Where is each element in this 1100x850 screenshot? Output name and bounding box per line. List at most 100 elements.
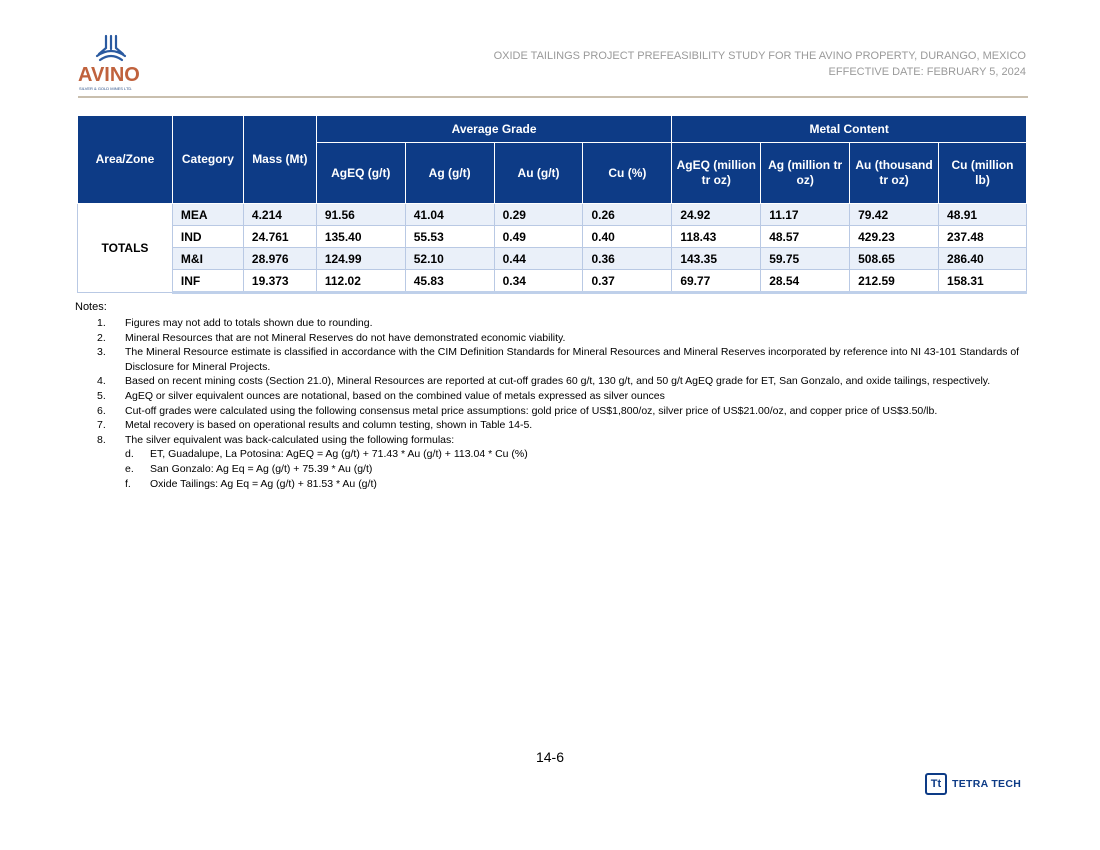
header-cu-content: Cu (million lb) (938, 142, 1027, 204)
header-area-zone: Area/Zone (77, 115, 173, 204)
formula-letter: e. (125, 462, 134, 475)
ag-content-cell: 59.75 (760, 247, 851, 270)
au-grade-cell: 0.44 (493, 247, 584, 270)
formula-item: e. San Gonzalo: Ag Eq = Ag (g/t) + 75.39 … (97, 462, 1027, 477)
au-content-cell: 508.65 (849, 247, 940, 270)
note-number: 7. (97, 419, 106, 432)
mass-cell: 19.373 (242, 269, 317, 294)
header-average-grade: Average Grade (315, 115, 673, 143)
note-item: 5. AgEQ or silver equivalent ounces are n… (97, 389, 1027, 404)
avino-logo-icon (95, 34, 127, 62)
ageq-grade-cell: 112.02 (315, 269, 406, 294)
formula-text: ET, Guadalupe, La Potosina: AgEQ = Ag (g… (150, 448, 528, 461)
header-ageq-grade: AgEQ (g/t) (315, 142, 406, 204)
tetra-tech-mark-icon: Tt (925, 773, 947, 795)
avino-logo: AVINO SILVER & GOLD MINES LTD. (78, 34, 150, 91)
formula-letter: d. (125, 448, 134, 461)
note-number: 2. (97, 331, 106, 344)
au-grade-cell: 0.34 (493, 269, 584, 294)
ageq-content-cell: 143.35 (671, 247, 762, 270)
table-row: IND 24.761 135.40 55.53 0.49 0.40 118.43… (78, 225, 1027, 248)
ageq-content-cell: 118.43 (671, 225, 762, 248)
page-number: 14-6 (535, 749, 565, 765)
header-divider (78, 96, 1028, 98)
ageq-content-cell: 24.92 (671, 203, 762, 226)
area-totals-cell: TOTALS (77, 203, 173, 293)
note-text: AgEQ or silver equivalent ounces are not… (125, 389, 665, 402)
cu-grade-cell: 0.26 (582, 203, 673, 226)
ageq-grade-cell: 135.40 (315, 225, 406, 248)
note-number: 4. (97, 375, 106, 388)
note-text: Cut-off grades were calculated using the… (125, 404, 938, 417)
au-content-cell: 79.42 (849, 203, 940, 226)
header-ag-content: Ag (million tr oz) (760, 142, 851, 204)
header-au-content: Au (thousand tr oz) (849, 142, 940, 204)
header-au-grade: Au (g/t) (493, 142, 584, 204)
category-cell: MEA (171, 203, 244, 226)
formula-text: Oxide Tailings: Ag Eq = Ag (g/t) + 81.53… (150, 477, 377, 490)
note-item: 8. The silver equivalent was back-calcula… (97, 433, 1027, 448)
cu-grade-cell: 0.36 (582, 247, 673, 270)
mass-cell: 4.214 (242, 203, 317, 226)
note-item: 1. Figures may not add to totals shown du… (97, 316, 1027, 331)
header-mass: Mass (Mt) (242, 115, 317, 204)
notes-title: Notes: (75, 301, 107, 313)
note-text: Mineral Resources that are not Mineral R… (125, 331, 566, 344)
ag-grade-cell: 55.53 (404, 225, 495, 248)
table-row: M&I 28.976 124.99 52.10 0.44 0.36 143.35… (78, 247, 1027, 270)
cu-grade-cell: 0.40 (582, 225, 673, 248)
ageq-grade-cell: 91.56 (315, 203, 406, 226)
ag-grade-cell: 41.04 (404, 203, 495, 226)
header-effective-date: EFFECTIVE DATE: FEBRUARY 5, 2024 (828, 66, 1026, 78)
ageq-content-cell: 69.77 (671, 269, 762, 294)
table-row: TOTALS MEA 4.214 91.56 41.04 0.29 0.26 2… (77, 203, 1027, 293)
ageq-grade-cell: 124.99 (315, 247, 406, 270)
header-metal-content: Metal Content (671, 115, 1027, 143)
mass-cell: 24.761 (242, 225, 317, 248)
header-cu-grade: Cu (%) (582, 142, 673, 204)
category-cell: IND (171, 225, 244, 248)
cu-content-cell: 158.31 (938, 269, 1027, 294)
note-text: Figures may not add to totals shown due … (125, 317, 373, 329)
ag-content-cell: 48.57 (760, 225, 851, 248)
ag-content-cell: 11.17 (760, 203, 851, 226)
mass-cell: 28.976 (242, 247, 317, 270)
cu-content-cell: 48.91 (938, 203, 1027, 226)
category-cell: INF (171, 269, 244, 294)
note-number: 5. (97, 389, 106, 402)
note-number: 1. (97, 317, 106, 329)
note-number: 3. (97, 346, 106, 359)
ag-content-cell: 28.54 (760, 269, 851, 294)
ag-grade-cell: 52.10 (404, 247, 495, 270)
note-text: Based on recent mining costs (Section 21… (125, 375, 991, 388)
table-row: INF 19.373 112.02 45.83 0.34 0.37 69.77 … (78, 269, 1027, 294)
formula-item: d. ET, Guadalupe, La Potosina: AgEQ = Ag … (97, 447, 1027, 462)
cu-grade-cell: 0.37 (582, 269, 673, 294)
note-text: The Mineral Resource estimate is classif… (125, 346, 1020, 373)
logo-subtitle: SILVER & GOLD MINES LTD. (79, 86, 133, 91)
header-title: OXIDE TAILINGS PROJECT PREFEASIBILITY ST… (493, 50, 1026, 62)
notes-list: 1. Figures may not add to totals shown du… (97, 316, 1027, 491)
cu-content-cell: 237.48 (938, 225, 1027, 248)
header-category: Category (171, 115, 244, 204)
au-content-cell: 212.59 (849, 269, 940, 294)
au-grade-cell: 0.49 (493, 225, 584, 248)
formula-text: San Gonzalo: Ag Eq = Ag (g/t) + 75.39 * … (150, 462, 373, 475)
document-header: OXIDE TAILINGS PROJECT PREFEASIBILITY ST… (494, 48, 1026, 80)
header-ag-grade: Ag (g/t) (404, 142, 495, 204)
au-grade-cell: 0.29 (493, 203, 584, 226)
note-item: 4. Based on recent mining costs (Section … (97, 374, 1027, 389)
note-item: 3. The Mineral Resource estimate is class… (97, 345, 1027, 374)
formula-letter: f. (125, 477, 131, 490)
tetra-tech-logo: Tt TETRA TECH (925, 772, 1021, 796)
note-number: 6. (97, 404, 106, 417)
formula-item: f. Oxide Tailings: Ag Eq = Ag (g/t) + 81.… (97, 477, 1027, 492)
au-content-cell: 429.23 (849, 225, 940, 248)
ag-grade-cell: 45.83 (404, 269, 495, 294)
note-item: 6. Cut-off grades were calculated using t… (97, 404, 1027, 419)
resource-table: Area/Zone Category Mass (Mt) Average Gra… (77, 115, 1027, 294)
note-text: The silver equivalent was back-calculate… (125, 433, 455, 446)
note-item: 2. Mineral Resources that are not Mineral… (97, 331, 1027, 346)
cu-content-cell: 286.40 (938, 247, 1027, 270)
note-number: 8. (97, 433, 106, 446)
